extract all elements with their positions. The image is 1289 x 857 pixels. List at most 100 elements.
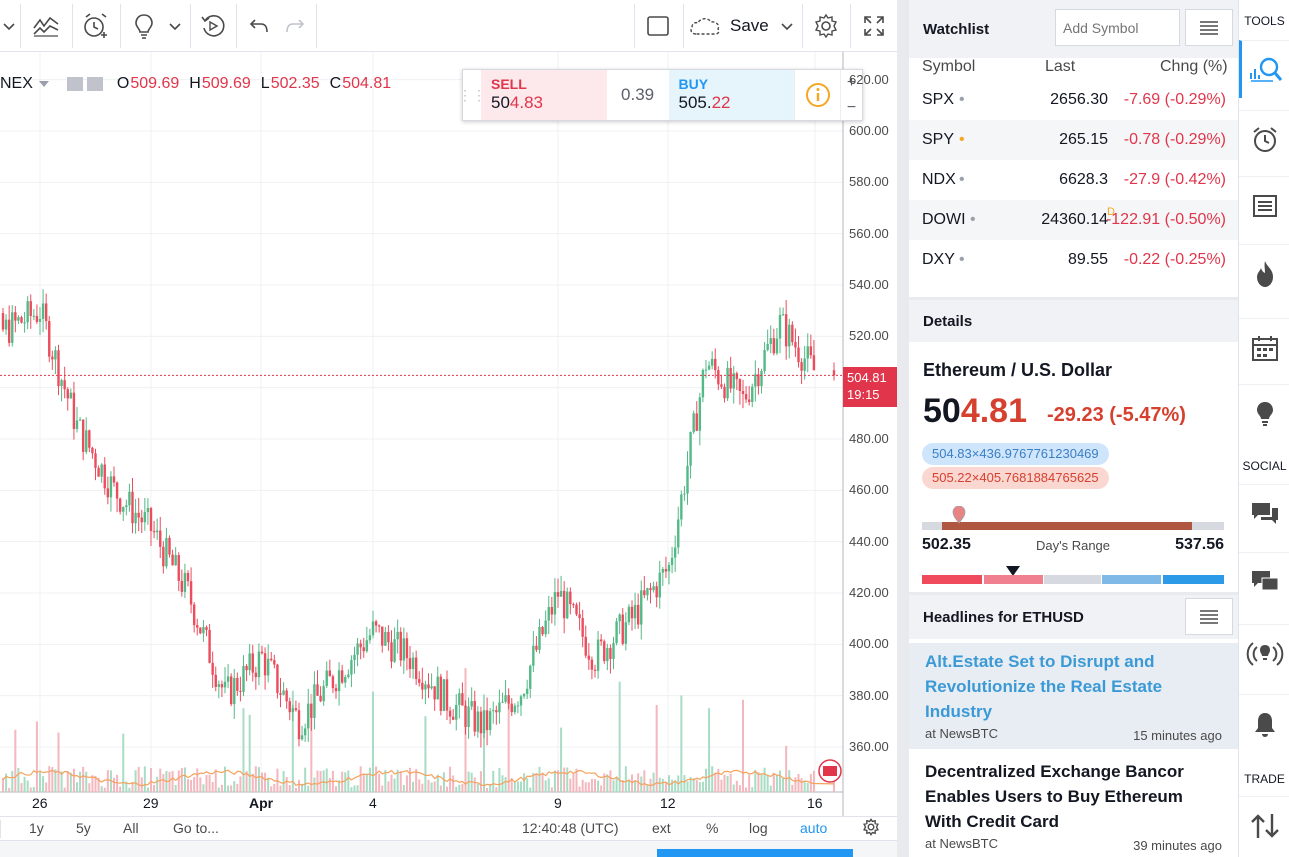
alarm-clock-icon[interactable] (1239, 110, 1289, 168)
chart-area[interactable] (0, 52, 897, 816)
col-symbol[interactable]: Symbol (922, 58, 976, 75)
candle-body (630, 606, 634, 619)
drag-handle-icon[interactable]: ⋮⋮ (458, 86, 486, 103)
notifications-bell-icon[interactable] (1239, 694, 1289, 752)
candle-body (165, 537, 168, 567)
chats-icon[interactable] (1239, 484, 1289, 542)
undo-icon[interactable] (240, 4, 278, 48)
headlines-menu-icon[interactable] (1185, 598, 1233, 635)
candle-body (547, 607, 550, 621)
goto-button[interactable]: Go to... (173, 820, 219, 836)
quantity-increase-button[interactable]: + (846, 73, 857, 91)
candle-body (196, 625, 199, 628)
volume-bar (458, 784, 461, 792)
candle-body (122, 507, 125, 512)
range-all-button[interactable]: All (123, 820, 139, 836)
candle-body (405, 638, 409, 659)
volume-bar (652, 772, 655, 792)
ideas-lightbulb-icon[interactable] (124, 4, 164, 48)
add-symbol-input[interactable] (1055, 9, 1180, 46)
headline-title[interactable]: Decentralized Exchange Bancor Enables Us… (925, 762, 1184, 831)
rating-strong-sell (922, 575, 982, 584)
range-1y-button[interactable]: 1y (29, 820, 44, 836)
volume-bar (726, 775, 729, 792)
legend-settings-icon[interactable] (86, 77, 103, 91)
instrument-name: Ethereum / U.S. Dollar (923, 360, 1113, 380)
volume-bar (5, 773, 8, 792)
watchlist-row[interactable]: SPY • 265.15 -0.78 (-0.29%) (909, 120, 1238, 160)
headline-item[interactable]: Decentralized Exchange Bancor Enables Us… (909, 753, 1238, 857)
volume-bar (442, 772, 445, 792)
volume-bar (390, 774, 393, 792)
headline-title[interactable]: Alt.Estate Set to Disrupt and Revolution… (925, 652, 1163, 721)
candle-body (368, 635, 372, 641)
candle-body (707, 365, 711, 370)
trading-arrows-icon[interactable] (1239, 796, 1289, 854)
chevron-down-icon[interactable] (0, 4, 18, 48)
data-window-icon[interactable] (1239, 176, 1289, 234)
volume-bar (214, 769, 217, 792)
buy-button[interactable]: BUY 505.22 (668, 70, 795, 120)
eye-icon[interactable] (66, 77, 83, 91)
redo-icon[interactable] (276, 4, 314, 48)
watchlist-row[interactable]: SPX • 2656.30 -7.69 (-0.29%) (909, 80, 1238, 120)
watchlist-row[interactable]: NDX • 6628.3 -27.9 (-0.42%) (909, 160, 1238, 200)
sell-button[interactable]: SELL 504.83 (481, 70, 607, 120)
utc-clock[interactable]: 12:40:48 (UTC) (522, 820, 619, 836)
volume-bar (304, 767, 307, 792)
watchlist-row-clipped[interactable] (909, 280, 1238, 297)
ext-toggle[interactable]: ext (652, 820, 671, 836)
fullscreen-layout-icon[interactable] (636, 4, 680, 48)
volume-bar (245, 771, 248, 792)
chevron-down-icon[interactable] (38, 75, 49, 93)
watchlist-search-icon[interactable] (1239, 40, 1289, 98)
indicators-icon[interactable] (24, 4, 68, 48)
bottom-range-bar: 1y 5y All Go to... 12:40:48 (UTC) ext % … (0, 816, 897, 840)
hotlist-flame-icon[interactable] (1239, 244, 1289, 302)
private-chats-icon[interactable] (1239, 552, 1289, 610)
log-toggle[interactable]: log (749, 820, 768, 836)
trade-panel-tab[interactable] (657, 849, 853, 857)
volume-bar (106, 770, 109, 792)
watchlist-menu-icon[interactable] (1185, 9, 1233, 46)
alert-add-icon[interactable] (74, 4, 118, 48)
watchlist-row[interactable]: DXY • 89.55 -0.22 (-0.25%) (909, 240, 1238, 280)
col-chng[interactable]: Chng (%) (1160, 58, 1228, 75)
candle-body (516, 705, 520, 707)
candle-body (482, 710, 486, 734)
volume-bar (646, 784, 649, 792)
replay-icon[interactable] (192, 4, 234, 48)
percent-toggle[interactable]: % (706, 820, 719, 836)
settings-gear-icon[interactable] (804, 4, 848, 48)
ideas-chevron-down-icon[interactable] (164, 4, 186, 48)
headline-item[interactable]: Alt.Estate Set to Disrupt and Revolution… (909, 643, 1238, 749)
candle-body (809, 346, 813, 356)
save-button[interactable]: Save (688, 4, 798, 48)
candle-body (670, 557, 674, 565)
streams-broadcast-icon[interactable] (1239, 624, 1289, 682)
calendar-icon[interactable] (1239, 318, 1289, 376)
watchlist-row[interactable]: DOWI • 24360.14 D -122.91 (-0.50%) (909, 200, 1238, 240)
candle-body (14, 312, 17, 321)
expand-icon[interactable] (852, 4, 896, 48)
ideas-stream-lightbulb-icon[interactable] (1239, 384, 1289, 442)
volume-bar (553, 770, 556, 792)
candle-body (732, 373, 735, 389)
save-label: Save (730, 16, 769, 35)
col-last[interactable]: Last (1045, 58, 1076, 75)
volume-bar (211, 782, 214, 792)
candle-body (7, 319, 11, 343)
volume-bar (94, 775, 97, 792)
candle-body (152, 530, 156, 533)
days-range-track (922, 522, 1224, 530)
quantity-decrease-button[interactable]: − (846, 98, 857, 116)
candle-body (504, 695, 507, 702)
range-5y-button[interactable]: 5y (76, 820, 91, 836)
scale-settings-gear-icon[interactable] (862, 818, 880, 839)
auto-toggle[interactable]: auto (800, 820, 828, 836)
price-chart[interactable] (0, 52, 897, 816)
panel-divider[interactable] (897, 0, 909, 857)
info-icon[interactable] (794, 70, 840, 120)
candle-body (754, 374, 757, 387)
candle-body (266, 658, 270, 676)
